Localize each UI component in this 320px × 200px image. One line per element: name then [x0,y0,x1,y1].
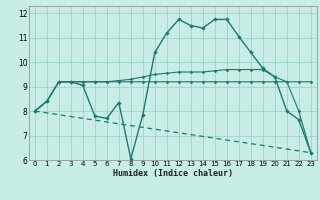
X-axis label: Humidex (Indice chaleur): Humidex (Indice chaleur) [113,169,233,178]
